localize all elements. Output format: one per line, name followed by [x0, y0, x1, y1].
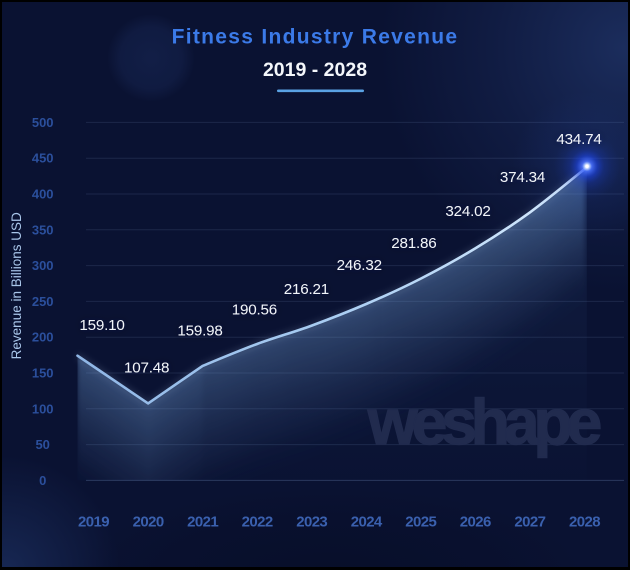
svg-text:350: 350: [32, 222, 54, 237]
svg-text:2022: 2022: [242, 514, 273, 531]
svg-text:2019 - 2028: 2019 - 2028: [263, 59, 367, 81]
svg-text:159.10: 159.10: [79, 317, 124, 334]
svg-text:2023: 2023: [296, 514, 327, 531]
svg-text:246.32: 246.32: [337, 257, 382, 274]
svg-text:450: 450: [32, 151, 54, 166]
svg-text:159.98: 159.98: [177, 322, 222, 339]
svg-text:2026: 2026: [460, 514, 491, 531]
svg-text:50: 50: [35, 437, 49, 452]
svg-text:107.48: 107.48: [124, 359, 169, 376]
svg-text:2024: 2024: [351, 514, 383, 531]
svg-text:100: 100: [32, 401, 54, 416]
svg-text:2025: 2025: [405, 514, 436, 531]
svg-text:2019: 2019: [78, 514, 109, 531]
svg-text:2021: 2021: [187, 514, 218, 531]
svg-text:216.21: 216.21: [284, 281, 329, 298]
svg-text:374.34: 374.34: [500, 169, 545, 186]
svg-text:434.74: 434.74: [556, 131, 601, 148]
svg-text:500: 500: [32, 115, 54, 130]
svg-text:400: 400: [32, 187, 54, 202]
svg-text:2027: 2027: [514, 514, 545, 531]
svg-text:2020: 2020: [133, 514, 164, 531]
svg-text:200: 200: [32, 330, 54, 345]
svg-text:324.02: 324.02: [445, 203, 490, 220]
svg-text:Revenue in Billions USD: Revenue in Billions USD: [9, 212, 24, 359]
svg-text:281.86: 281.86: [391, 235, 436, 252]
svg-text:Fitness Industry Revenue: Fitness Industry Revenue: [172, 25, 459, 48]
svg-text:250: 250: [32, 294, 54, 309]
svg-text:weshape: weshape: [367, 386, 601, 458]
svg-text:2028: 2028: [569, 514, 600, 531]
svg-text:0: 0: [39, 473, 46, 488]
svg-text:150: 150: [32, 366, 54, 381]
svg-text:300: 300: [32, 258, 54, 273]
svg-text:190.56: 190.56: [232, 301, 277, 318]
